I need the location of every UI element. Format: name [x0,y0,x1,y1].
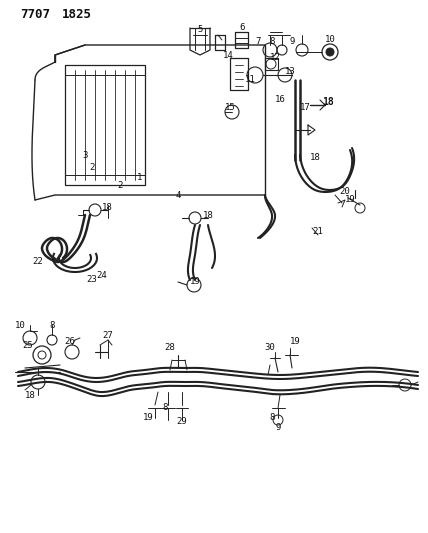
Text: 9: 9 [275,424,281,432]
Text: 18: 18 [101,203,113,212]
Circle shape [326,48,334,56]
Text: 17: 17 [300,103,310,112]
Text: 10: 10 [324,36,336,44]
Text: 29: 29 [177,417,187,426]
Text: 3: 3 [82,150,88,159]
Text: 14: 14 [223,51,233,60]
Text: 21: 21 [312,228,324,237]
Text: 13: 13 [285,68,295,77]
Text: 10: 10 [15,320,25,329]
Text: 30: 30 [265,343,275,352]
Text: 7707: 7707 [20,9,50,21]
Text: 24: 24 [97,271,107,279]
Text: 28: 28 [165,343,175,352]
Text: 23: 23 [86,276,98,285]
Text: 2: 2 [89,164,95,173]
Text: 19: 19 [190,278,200,287]
Text: 6: 6 [239,23,245,33]
Text: 5: 5 [197,26,203,35]
Text: 18: 18 [25,391,36,400]
Text: 1825: 1825 [62,9,92,21]
Text: 19: 19 [345,196,355,205]
Text: 20: 20 [340,188,351,197]
Text: 2: 2 [117,181,123,190]
Text: 22: 22 [33,257,43,266]
Text: 8: 8 [49,320,55,329]
Text: 4: 4 [175,190,181,199]
Text: 7: 7 [256,37,261,46]
Text: 11: 11 [245,76,256,85]
Text: 27: 27 [103,330,113,340]
Text: 25: 25 [23,341,33,350]
Text: 15: 15 [225,103,235,112]
Text: 18: 18 [202,211,214,220]
Text: 19: 19 [143,414,153,423]
Text: 18: 18 [309,154,321,163]
Text: 1: 1 [137,174,143,182]
Text: 8: 8 [269,414,275,423]
Text: 18: 18 [322,97,334,107]
Text: 16: 16 [275,95,285,104]
Text: 8: 8 [162,403,168,413]
Text: 26: 26 [65,337,75,346]
Text: 12: 12 [270,53,280,62]
Text: 9: 9 [289,37,295,46]
Text: 8: 8 [269,37,275,46]
Text: 19: 19 [290,337,300,346]
